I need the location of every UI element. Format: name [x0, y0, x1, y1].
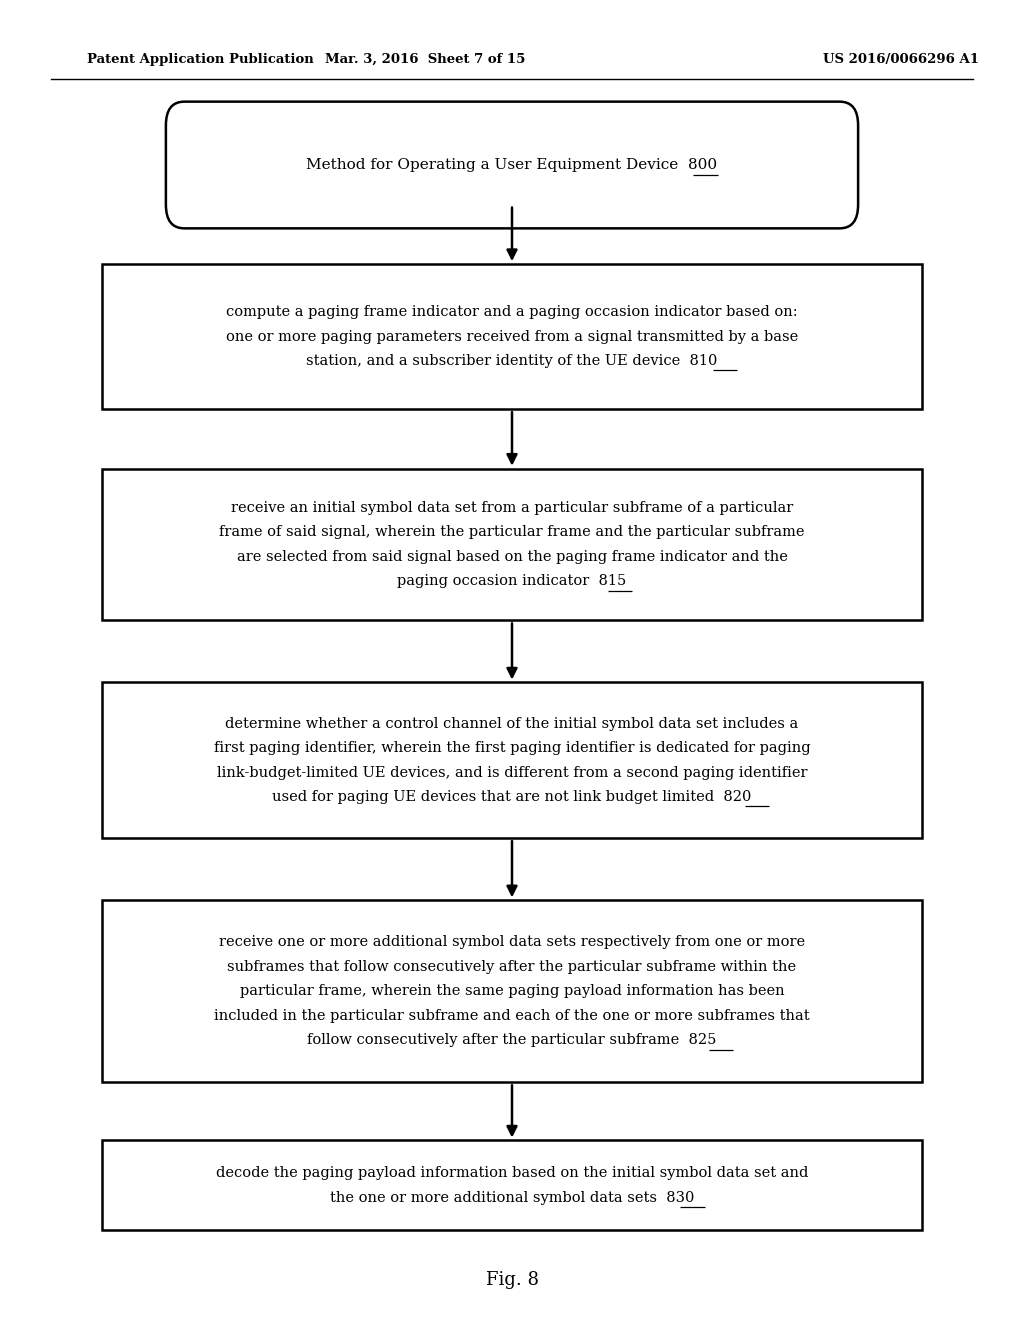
Text: follow consecutively after the particular subframe  825: follow consecutively after the particula…	[307, 1034, 717, 1047]
FancyBboxPatch shape	[166, 102, 858, 228]
Text: compute a paging frame indicator and a paging occasion indicator based on:: compute a paging frame indicator and a p…	[226, 305, 798, 319]
Text: decode the paging payload information based on the initial symbol data set and: decode the paging payload information ba…	[216, 1166, 808, 1180]
Text: Method for Operating a User Equipment Device  800: Method for Operating a User Equipment De…	[306, 158, 718, 172]
FancyBboxPatch shape	[102, 900, 922, 1082]
FancyBboxPatch shape	[102, 1140, 922, 1230]
Text: particular frame, wherein the same paging payload information has been: particular frame, wherein the same pagin…	[240, 985, 784, 998]
Text: station, and a subscriber identity of the UE device  810: station, and a subscriber identity of th…	[306, 354, 718, 368]
Text: Fig. 8: Fig. 8	[485, 1271, 539, 1290]
Text: frame of said signal, wherein the particular frame and the particular subframe: frame of said signal, wherein the partic…	[219, 525, 805, 540]
Text: included in the particular subframe and each of the one or more subframes that: included in the particular subframe and …	[214, 1008, 810, 1023]
Text: first paging identifier, wherein the first paging identifier is dedicated for pa: first paging identifier, wherein the fir…	[214, 741, 810, 755]
Text: Patent Application Publication: Patent Application Publication	[87, 53, 313, 66]
Text: Mar. 3, 2016  Sheet 7 of 15: Mar. 3, 2016 Sheet 7 of 15	[325, 53, 525, 66]
Text: the one or more additional symbol data sets  830: the one or more additional symbol data s…	[330, 1191, 694, 1205]
Text: are selected from said signal based on the paging frame indicator and the: are selected from said signal based on t…	[237, 549, 787, 564]
Text: subframes that follow consecutively after the particular subframe within the: subframes that follow consecutively afte…	[227, 960, 797, 974]
Text: used for paging UE devices that are not link budget limited  820: used for paging UE devices that are not …	[272, 789, 752, 804]
Text: receive one or more additional symbol data sets respectively from one or more: receive one or more additional symbol da…	[219, 936, 805, 949]
Text: receive an initial symbol data set from a particular subframe of a particular: receive an initial symbol data set from …	[230, 500, 794, 515]
Text: US 2016/0066296 A1: US 2016/0066296 A1	[823, 53, 979, 66]
Text: link-budget-limited UE devices, and is different from a second paging identifier: link-budget-limited UE devices, and is d…	[217, 766, 807, 780]
Text: one or more paging parameters received from a signal transmitted by a base: one or more paging parameters received f…	[226, 330, 798, 343]
Text: determine whether a control channel of the initial symbol data set includes a: determine whether a control channel of t…	[225, 717, 799, 731]
FancyBboxPatch shape	[102, 264, 922, 409]
FancyBboxPatch shape	[102, 469, 922, 620]
Text: paging occasion indicator  815: paging occasion indicator 815	[397, 574, 627, 589]
FancyBboxPatch shape	[102, 682, 922, 838]
